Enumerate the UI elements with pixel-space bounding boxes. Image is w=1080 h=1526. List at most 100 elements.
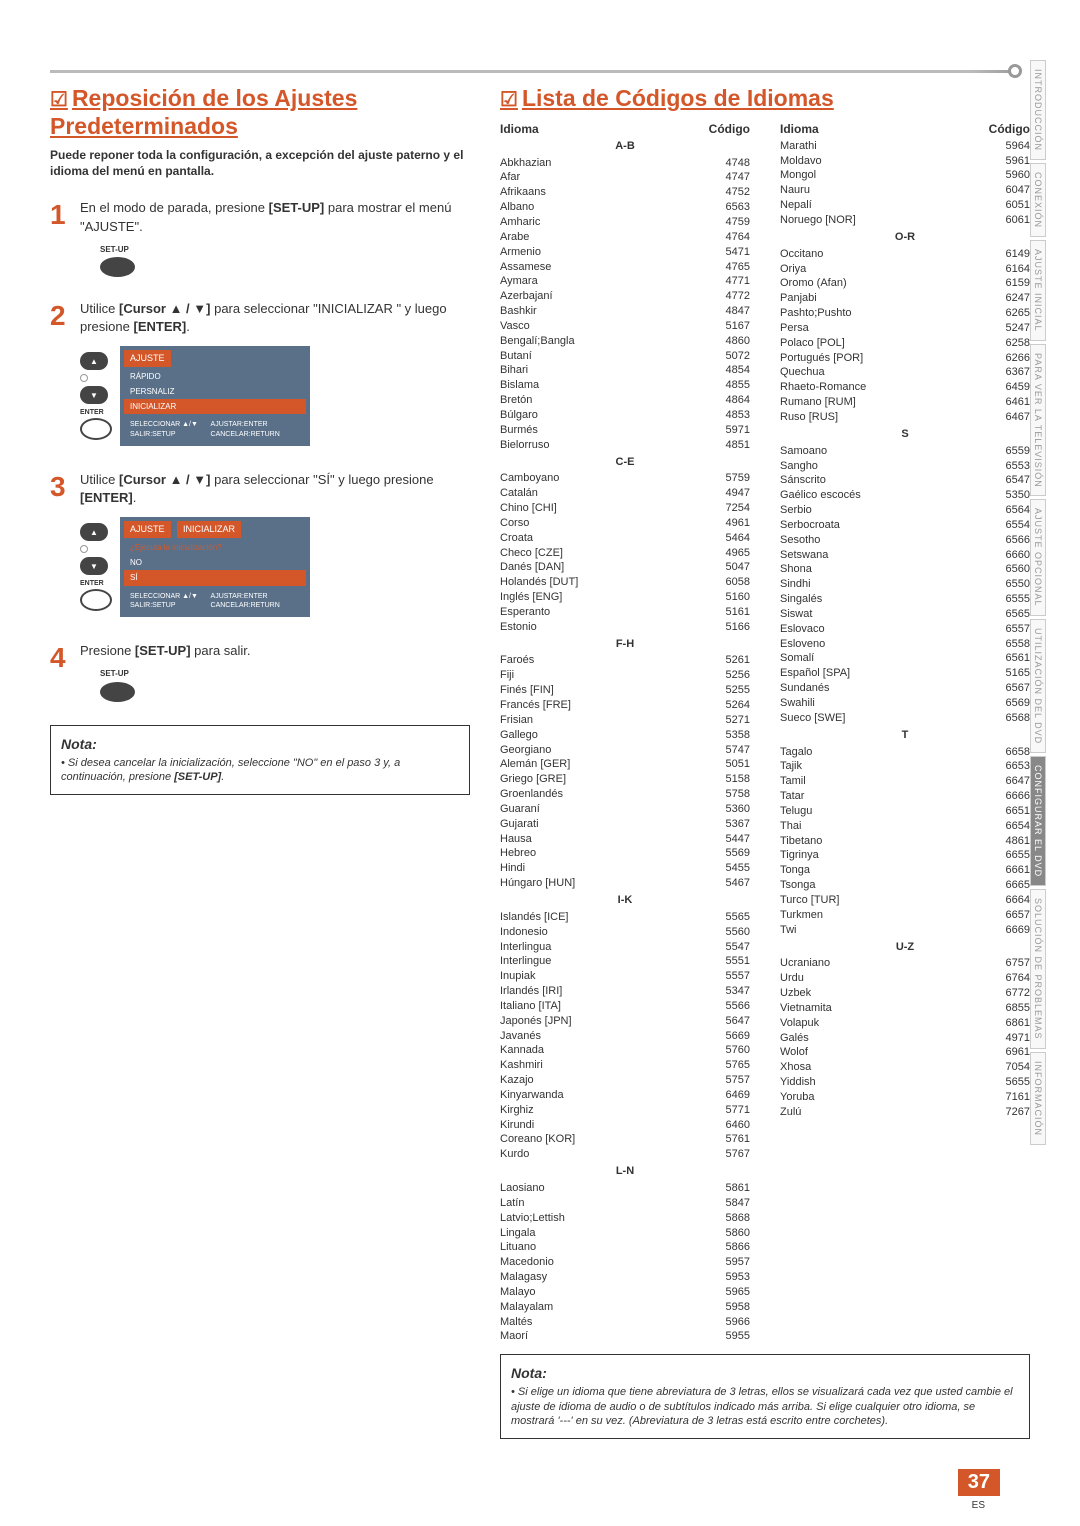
side-tab[interactable]: AJUSTE OPCIONAL bbox=[1030, 499, 1046, 616]
lang-section: S bbox=[780, 427, 1030, 442]
lang-row: Kurdo5767 bbox=[500, 1147, 750, 1162]
lang-row: Persa5247 bbox=[780, 321, 1030, 336]
lang-row: Groenlandés5758 bbox=[500, 787, 750, 802]
lang-section: I-K bbox=[500, 893, 750, 908]
lang-row: Laosiano5861 bbox=[500, 1181, 750, 1196]
lang-row: Faroés5261 bbox=[500, 653, 750, 668]
lang-row: Inglés [ENG]5160 bbox=[500, 590, 750, 605]
lang-row: Chino [CHI]7254 bbox=[500, 501, 750, 516]
step-1: 1 En el modo de parada, presione [SET-UP… bbox=[50, 199, 470, 285]
lang-row: Georgiano5747 bbox=[500, 743, 750, 758]
lang-row: Xhosa7054 bbox=[780, 1060, 1030, 1075]
lang-row: Amharic4759 bbox=[500, 215, 750, 230]
lang-row: Rhaeto-Romance6459 bbox=[780, 380, 1030, 395]
lang-row: Ucraniano6757 bbox=[780, 956, 1030, 971]
side-tab[interactable]: CONFIGURAR EL DVD bbox=[1030, 756, 1046, 886]
lang-row: Javanés5669 bbox=[500, 1029, 750, 1044]
lang-row: Yiddish5655 bbox=[780, 1075, 1030, 1090]
lang-row: Islandés [ICE]5565 bbox=[500, 910, 750, 925]
lang-row: Holandés [DUT]6058 bbox=[500, 575, 750, 590]
lang-row: Frisian5271 bbox=[500, 713, 750, 728]
side-tab[interactable]: SOLUCIÓN DE PROBLEMAS bbox=[1030, 889, 1046, 1049]
lang-row: Abkhazian4748 bbox=[500, 156, 750, 171]
lang-section: A-B bbox=[500, 139, 750, 154]
lang-row: Nepalí6051 bbox=[780, 198, 1030, 213]
lang-row: Rumano [RUM]6461 bbox=[780, 395, 1030, 410]
lang-row: Fiji5256 bbox=[500, 668, 750, 683]
lang-row: Sindhi6550 bbox=[780, 577, 1030, 592]
dpad-graphic: ▲ ▼ ENTER AJUSTE RÁPIDOPERSNALIZINICIALI… bbox=[80, 346, 470, 446]
lang-row: Lingala5860 bbox=[500, 1226, 750, 1241]
lang-row: Búlgaro4853 bbox=[500, 408, 750, 423]
lang-row: Marathi5964 bbox=[780, 139, 1030, 154]
step-4: 4 Presione [SET-UP] para salir. SET-UP bbox=[50, 642, 470, 709]
right-title: ☑Lista de Códigos de Idiomas bbox=[500, 85, 1030, 113]
left-column: ☑Reposición de los Ajustes Predeterminad… bbox=[50, 85, 470, 1439]
up-icon: ▲ bbox=[80, 352, 108, 370]
lang-row: Eslovaco6557 bbox=[780, 622, 1030, 637]
lang-row: Bislama4855 bbox=[500, 378, 750, 393]
lang-row: Zulú7267 bbox=[780, 1105, 1030, 1120]
lang-row: Alemán [GER]5051 bbox=[500, 757, 750, 772]
lang-row: Esperanto5161 bbox=[500, 605, 750, 620]
step3-text: Utilice [Cursor ▲ / ▼] para seleccionar … bbox=[80, 471, 470, 507]
lang-row: Vietnamita6855 bbox=[780, 1001, 1030, 1016]
lang-row: Oromo (Afan)6159 bbox=[780, 276, 1030, 291]
enter-icon bbox=[80, 589, 112, 611]
lang-row: Yoruba7161 bbox=[780, 1090, 1030, 1105]
side-tab[interactable]: PARA VER LA TELEVISIÓN bbox=[1030, 344, 1046, 497]
lang-row: Catalán4947 bbox=[500, 486, 750, 501]
lang-section: T bbox=[780, 728, 1030, 743]
lang-row: Mongol5960 bbox=[780, 168, 1030, 183]
lang-row: Afar4747 bbox=[500, 170, 750, 185]
lang-row: Francés [FRE]5264 bbox=[500, 698, 750, 713]
right-column: ☑Lista de Códigos de Idiomas IdiomaCódig… bbox=[500, 85, 1030, 1439]
lang-row: Sundanés6567 bbox=[780, 681, 1030, 696]
lang-row: Tagalo6658 bbox=[780, 745, 1030, 760]
lang-row: Bengalí;Bangla4860 bbox=[500, 334, 750, 349]
lang-row: Azerbajaní4772 bbox=[500, 289, 750, 304]
side-tab[interactable]: INTRODUCCIÓN bbox=[1030, 60, 1046, 160]
up-icon: ▲ bbox=[80, 523, 108, 541]
nota-left: Nota: • Si desea cancelar la inicializac… bbox=[50, 725, 470, 796]
lang-row: Burmés5971 bbox=[500, 423, 750, 438]
lang-row: Malayalam5958 bbox=[500, 1300, 750, 1315]
menu-screenshot-2: AJUSTE INICIALIZAR ¿Ejecuta la inicializ… bbox=[120, 517, 310, 617]
lang-row: Sangho6553 bbox=[780, 459, 1030, 474]
lang-row: Bielorruso4851 bbox=[500, 438, 750, 453]
lang-row: Tsonga6665 bbox=[780, 878, 1030, 893]
side-tab[interactable]: UTILIZACIÓN DEL DVD bbox=[1030, 619, 1046, 753]
lang-row: Kazajo5757 bbox=[500, 1073, 750, 1088]
lang-row: Lituano5866 bbox=[500, 1240, 750, 1255]
lang-row: Vasco5167 bbox=[500, 319, 750, 334]
lang-row: Singalés6555 bbox=[780, 592, 1030, 607]
button-oval-icon bbox=[100, 257, 135, 277]
side-tab[interactable]: INFORMACIÓN bbox=[1030, 1052, 1046, 1145]
lang-row: Armenio5471 bbox=[500, 245, 750, 260]
lang-row: Irlandés [IRI]5347 bbox=[500, 984, 750, 999]
lang-row: Bashkir4847 bbox=[500, 304, 750, 319]
lang-row: Esloveno6558 bbox=[780, 637, 1030, 652]
lang-row: Gaélico escocés5350 bbox=[780, 488, 1030, 503]
lang-row: Indonesio5560 bbox=[500, 925, 750, 940]
lang-row: Tonga6661 bbox=[780, 863, 1030, 878]
lang-row: Albano6563 bbox=[500, 200, 750, 215]
lang-row: Interlingua5547 bbox=[500, 940, 750, 955]
lang-row: Checo [CZE]4965 bbox=[500, 546, 750, 561]
lang-row: Portugués [POR]6266 bbox=[780, 351, 1030, 366]
side-tab[interactable]: CONEXIÓN bbox=[1030, 163, 1046, 237]
lang-row: Arabe4764 bbox=[500, 230, 750, 245]
lang-row: Somalí6561 bbox=[780, 651, 1030, 666]
lang-row: Estonio5166 bbox=[500, 620, 750, 635]
side-tab[interactable]: AJUSTE INICIAL bbox=[1030, 240, 1046, 341]
page-number: 37 bbox=[958, 1469, 1000, 1496]
lang-row: Oriya6164 bbox=[780, 262, 1030, 277]
lang-row: Tajik6653 bbox=[780, 759, 1030, 774]
lang-row: Hebreo5569 bbox=[500, 846, 750, 861]
lang-row: Latín5847 bbox=[500, 1196, 750, 1211]
lang-row: Aymara4771 bbox=[500, 274, 750, 289]
lang-row: Serbio6564 bbox=[780, 503, 1030, 518]
lang-row: Swahili6569 bbox=[780, 696, 1030, 711]
lang-section: L-N bbox=[500, 1164, 750, 1179]
step1-text: En el modo de parada, presione [SET-UP] … bbox=[80, 199, 470, 235]
